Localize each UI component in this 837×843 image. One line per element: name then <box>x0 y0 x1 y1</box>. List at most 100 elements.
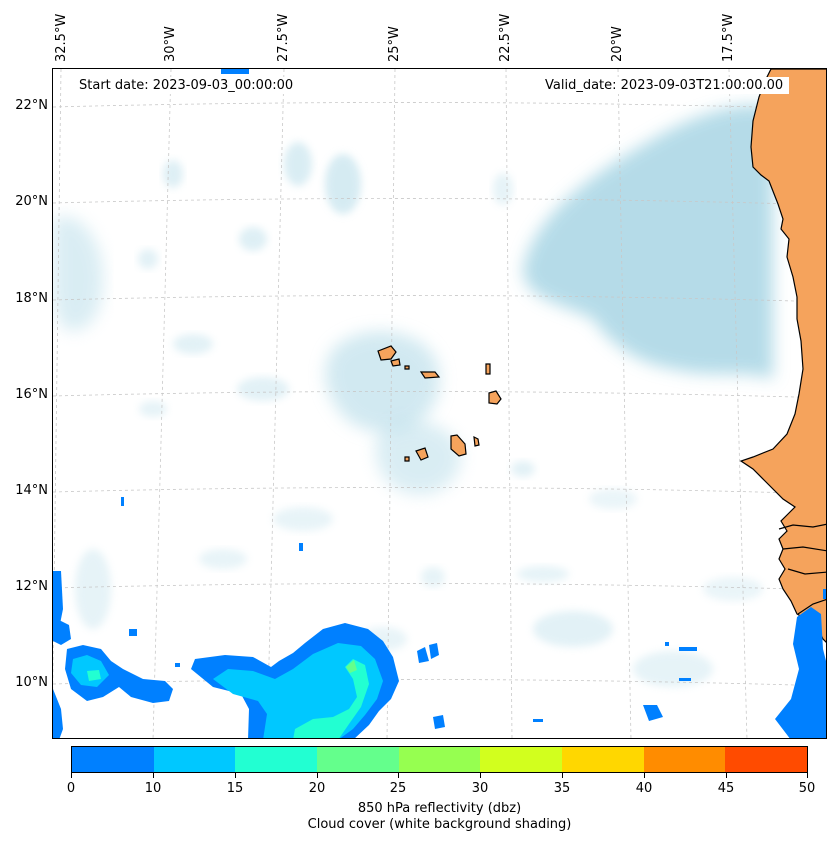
colorbar-tick <box>726 773 727 778</box>
meridian-line <box>152 69 172 738</box>
colorbar-tick-label: 0 <box>66 781 76 796</box>
cloud-region <box>173 334 213 354</box>
lon-label: 27.5°W <box>276 13 291 62</box>
colorbar-segment <box>398 747 481 772</box>
cloud-region <box>421 567 445 587</box>
cloud-region <box>511 461 535 477</box>
colorbar-subcaption: Cloud cover (white background shading) <box>307 817 572 832</box>
reflectivity-region <box>53 617 71 645</box>
meridian-line <box>505 69 513 738</box>
cape-verde-island <box>390 358 401 367</box>
colorbar-tick-label: 15 <box>226 781 244 796</box>
cloud-region <box>375 420 462 495</box>
lat-label: 12°N <box>15 579 48 594</box>
lat-label: 14°N <box>15 483 48 498</box>
lat-label: 18°N <box>15 291 48 306</box>
parallel-line <box>53 679 826 687</box>
cape-verde-island <box>485 363 491 375</box>
colorbar-segment <box>562 747 644 772</box>
reflectivity-region <box>293 659 369 738</box>
colorbar-tick <box>480 773 481 778</box>
meridian-line <box>617 69 632 738</box>
cloud-region <box>199 549 247 569</box>
cloud-cover-shading <box>53 105 773 687</box>
colorbar-segment <box>725 747 808 772</box>
reflectivity-colorbar <box>71 746 808 773</box>
cloud-region <box>589 489 637 509</box>
lon-label: 25°W <box>387 26 402 62</box>
reflectivity-region <box>417 647 429 663</box>
lat-label: 20°N <box>15 194 48 209</box>
cape-verde-island <box>377 345 397 361</box>
cloud-region <box>517 566 569 582</box>
lat-label: 22°N <box>15 98 48 113</box>
cloud-region <box>533 611 613 647</box>
lon-label: 20°W <box>610 26 625 62</box>
reflectivity-region <box>221 69 249 74</box>
colorbar-tick-label: 20 <box>308 781 326 796</box>
lon-label: 32.5°W <box>54 13 69 62</box>
cape-verde-island <box>419 371 441 379</box>
colorbar-tick <box>644 773 645 778</box>
reflectivity-region <box>87 670 101 681</box>
cloud-region <box>239 227 267 251</box>
cloud-region <box>284 142 312 186</box>
colorbar-tick <box>71 773 72 778</box>
colorbar-segment <box>643 747 726 772</box>
cape-verde-island <box>404 365 410 370</box>
africa-coast <box>739 69 826 643</box>
colorbar-tick <box>807 773 808 778</box>
border-line <box>797 599 826 615</box>
cape-verde-island <box>404 456 410 462</box>
lon-label: 30°W <box>163 26 178 62</box>
colorbar-segment <box>235 747 318 772</box>
reflectivity-region <box>679 678 691 681</box>
lat-label: 10°N <box>15 675 48 690</box>
colorbar-tick-label: 25 <box>389 781 407 796</box>
cloud-region <box>325 154 361 214</box>
reflectivity-region <box>665 642 669 646</box>
colorbar-segment <box>317 747 399 772</box>
cloud-region <box>703 577 763 601</box>
reflectivity-region <box>533 719 543 722</box>
colorbar-segment <box>72 747 154 772</box>
meridian-line <box>728 69 748 738</box>
gambia-river <box>778 523 826 530</box>
colorbar-tick <box>317 773 318 778</box>
cloud-region <box>139 401 167 417</box>
valid-date-label: Valid_date: 2023-09-03T21:00:00.00 <box>539 77 790 94</box>
cloud-region <box>75 549 111 629</box>
reflectivity-region <box>121 497 124 506</box>
border-line <box>787 568 826 575</box>
reflectivity-region <box>433 715 445 729</box>
parallel-line <box>53 583 826 591</box>
west-africa-land <box>377 69 826 643</box>
reflectivity-region <box>775 607 826 738</box>
lon-label: 17.5°W <box>721 13 736 62</box>
meridian-line <box>266 69 285 738</box>
cloud-region <box>493 173 513 205</box>
colorbar-tick <box>562 773 563 778</box>
colorbar-tick <box>235 773 236 778</box>
reflectivity-region <box>346 660 357 673</box>
cloud-region <box>325 331 440 433</box>
reflectivity-region <box>823 589 826 599</box>
colorbar-caption: 850 hPa reflectivity (dbz) <box>357 801 522 816</box>
colorbar-segment <box>480 747 563 772</box>
cloud-region <box>138 249 158 269</box>
reflectivity-region <box>299 543 303 551</box>
cloud-region <box>523 105 773 379</box>
cape-verde-island <box>473 435 480 447</box>
parallel-line <box>53 487 826 495</box>
reflectivity-region <box>679 647 697 651</box>
cape-verde-island <box>488 390 502 405</box>
parallel-line <box>53 198 826 206</box>
border-line <box>782 546 826 552</box>
reflectivity-region <box>175 663 180 667</box>
lon-label: 22.5°W <box>498 13 513 62</box>
start-date-label: Start date: 2023-09-03_00:00:00 <box>73 77 300 94</box>
parallel-line <box>53 295 826 303</box>
lat-label: 16°N <box>15 387 48 402</box>
reflectivity-shading <box>53 69 826 738</box>
reflectivity-region <box>643 705 663 721</box>
